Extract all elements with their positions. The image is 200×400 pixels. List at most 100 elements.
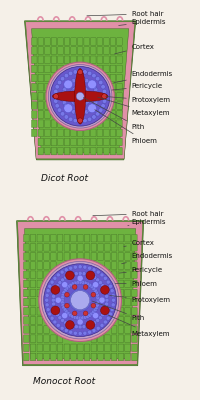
Circle shape xyxy=(66,82,70,86)
FancyBboxPatch shape xyxy=(57,335,63,342)
FancyBboxPatch shape xyxy=(111,262,117,269)
Circle shape xyxy=(71,324,75,328)
FancyBboxPatch shape xyxy=(125,353,130,361)
Circle shape xyxy=(95,94,99,98)
Circle shape xyxy=(89,274,93,278)
FancyBboxPatch shape xyxy=(31,102,37,109)
FancyBboxPatch shape xyxy=(71,129,76,137)
Circle shape xyxy=(87,92,91,97)
Circle shape xyxy=(83,265,87,269)
FancyBboxPatch shape xyxy=(110,74,116,82)
FancyBboxPatch shape xyxy=(64,47,70,54)
Circle shape xyxy=(54,89,58,94)
Circle shape xyxy=(102,94,107,99)
FancyBboxPatch shape xyxy=(117,38,122,45)
Circle shape xyxy=(95,91,99,95)
Circle shape xyxy=(71,282,75,286)
Circle shape xyxy=(54,309,58,313)
Circle shape xyxy=(88,266,92,270)
Circle shape xyxy=(87,296,91,300)
Circle shape xyxy=(65,292,69,297)
Circle shape xyxy=(78,118,83,123)
FancyBboxPatch shape xyxy=(57,344,63,352)
Circle shape xyxy=(73,281,77,285)
FancyBboxPatch shape xyxy=(37,262,43,269)
Circle shape xyxy=(78,85,82,90)
Circle shape xyxy=(51,298,55,302)
Circle shape xyxy=(88,283,92,287)
FancyBboxPatch shape xyxy=(117,111,122,118)
FancyBboxPatch shape xyxy=(30,253,36,260)
Circle shape xyxy=(64,276,68,280)
Text: Epidermis: Epidermis xyxy=(119,19,166,26)
FancyBboxPatch shape xyxy=(91,344,97,352)
Circle shape xyxy=(74,272,78,276)
FancyBboxPatch shape xyxy=(30,308,36,315)
FancyBboxPatch shape xyxy=(31,47,37,54)
FancyBboxPatch shape xyxy=(90,56,96,64)
FancyBboxPatch shape xyxy=(84,353,90,361)
FancyBboxPatch shape xyxy=(105,344,110,352)
FancyBboxPatch shape xyxy=(38,138,44,146)
FancyBboxPatch shape xyxy=(117,129,122,137)
Circle shape xyxy=(101,284,105,288)
FancyBboxPatch shape xyxy=(37,244,43,251)
FancyBboxPatch shape xyxy=(78,353,83,361)
Circle shape xyxy=(111,303,115,307)
FancyBboxPatch shape xyxy=(51,253,56,260)
Circle shape xyxy=(71,314,75,318)
Circle shape xyxy=(101,85,105,89)
Text: Cortex: Cortex xyxy=(124,240,155,246)
Circle shape xyxy=(76,103,81,107)
FancyBboxPatch shape xyxy=(117,92,122,100)
FancyBboxPatch shape xyxy=(104,56,109,64)
Circle shape xyxy=(76,85,81,90)
Circle shape xyxy=(106,280,110,284)
Circle shape xyxy=(78,77,82,82)
Circle shape xyxy=(87,94,91,98)
Text: Epidermis: Epidermis xyxy=(128,219,166,226)
FancyBboxPatch shape xyxy=(118,353,124,361)
Polygon shape xyxy=(25,21,136,160)
Circle shape xyxy=(110,289,114,293)
Circle shape xyxy=(90,285,94,289)
Circle shape xyxy=(53,276,57,280)
FancyBboxPatch shape xyxy=(51,47,57,54)
Polygon shape xyxy=(26,22,135,159)
FancyBboxPatch shape xyxy=(118,298,124,306)
FancyBboxPatch shape xyxy=(111,326,117,333)
Circle shape xyxy=(83,70,87,74)
Text: Metaxylem: Metaxylem xyxy=(98,97,170,116)
FancyBboxPatch shape xyxy=(24,335,29,342)
Circle shape xyxy=(71,99,75,104)
Circle shape xyxy=(101,104,105,108)
Circle shape xyxy=(86,272,90,276)
Circle shape xyxy=(60,270,64,274)
FancyBboxPatch shape xyxy=(110,111,116,118)
Circle shape xyxy=(73,265,77,269)
FancyBboxPatch shape xyxy=(84,38,89,45)
FancyBboxPatch shape xyxy=(24,308,29,315)
Circle shape xyxy=(87,80,92,84)
Circle shape xyxy=(95,98,99,102)
FancyBboxPatch shape xyxy=(38,38,44,45)
Circle shape xyxy=(87,297,91,301)
FancyBboxPatch shape xyxy=(51,129,57,137)
Circle shape xyxy=(91,303,96,308)
FancyBboxPatch shape xyxy=(24,234,29,242)
Circle shape xyxy=(99,80,103,85)
Circle shape xyxy=(78,119,82,123)
Circle shape xyxy=(41,262,119,339)
Circle shape xyxy=(56,284,60,288)
Circle shape xyxy=(99,108,103,112)
Circle shape xyxy=(76,280,80,284)
FancyBboxPatch shape xyxy=(132,280,137,288)
FancyBboxPatch shape xyxy=(84,234,90,242)
Circle shape xyxy=(93,282,99,288)
Circle shape xyxy=(77,289,81,293)
FancyBboxPatch shape xyxy=(90,47,96,54)
FancyBboxPatch shape xyxy=(110,92,116,100)
Circle shape xyxy=(95,293,99,297)
FancyBboxPatch shape xyxy=(111,271,117,278)
Circle shape xyxy=(88,313,92,317)
